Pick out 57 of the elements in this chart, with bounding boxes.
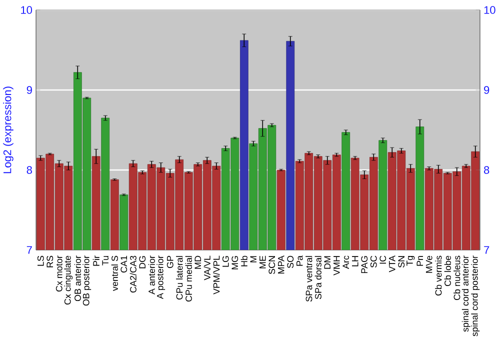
y-tick-label: 7 (26, 246, 32, 254)
x-tick-label: LS (37, 256, 44, 266)
x-tick-label: Pa (296, 255, 303, 266)
x-tick-label: SPa ventral (306, 256, 312, 302)
x-tick-label: CPu lateral (176, 256, 183, 300)
x-tick-label: Hb (240, 256, 248, 266)
x-tick-label: OB anterior (74, 256, 81, 302)
x-tick-label: VPM/VPL (213, 256, 220, 294)
x-tick-label: LH (352, 256, 358, 266)
x-tick-label: Pn (416, 256, 423, 266)
x-tick-label: PAG (361, 256, 368, 274)
x-tick-label: CPu medial (185, 256, 192, 302)
y-tick-label: 9 (26, 86, 32, 94)
x-tick-label: A posterior (156, 256, 166, 299)
x-tick-label: VTA (389, 255, 396, 272)
x-tick-label: Pir (92, 256, 100, 266)
x-tick-label: spinal cord posterior (471, 256, 480, 336)
x-tick-label: SN (398, 256, 405, 268)
x-tick-label: LG (222, 256, 229, 267)
x-tick-label: Cb vermis (435, 256, 442, 296)
x-tick-label: VA/VL (204, 256, 210, 280)
x-tick-label: DM (324, 256, 330, 269)
y2-tick-label: 9 (484, 86, 490, 94)
x-tick-label: Cx motor (56, 256, 62, 292)
x-tick-label: Cb lobe (444, 256, 451, 286)
x-tick-label: DG (139, 256, 146, 268)
y2-tick-label: 10 (484, 6, 496, 14)
x-tick-label: SPa dorsal (314, 256, 322, 300)
x-tick-label: CA2/CA3 (130, 256, 136, 293)
x-tick-label: OB posterior (82, 256, 92, 306)
x-tick-label: A anterior (148, 256, 155, 294)
x-tick-label: ventral S (111, 256, 118, 291)
x-tick-label: M (250, 256, 256, 262)
y2-tick-label: 7 (484, 246, 490, 254)
x-tick-label: CA1 (120, 256, 128, 273)
x-tick-label: MPA (278, 255, 284, 274)
x-tick-label: SC (370, 256, 377, 268)
x-tick-label: Cx cingulate (64, 256, 73, 305)
x-tick-label: SCN (268, 256, 276, 274)
x-tick-label: VMH (334, 256, 340, 276)
x-tick-label: MD (194, 256, 201, 269)
x-tick-label: Tg (406, 256, 415, 266)
x-tick-label: Cb nucleus (454, 256, 460, 300)
x-tick-label: Tu (102, 256, 109, 266)
y-tick-label: 8 (26, 166, 32, 174)
x-tick-label: GP (166, 256, 174, 268)
x-tick-label: RS (46, 256, 54, 268)
x-tick-label: MG (232, 256, 238, 270)
x-tick-label: spinal cord anterior (462, 256, 470, 332)
y2-tick-label: 8 (484, 166, 490, 174)
x-tick-label: SO (287, 256, 294, 268)
y-tick-label: 10 (21, 6, 32, 14)
x-tick-label: MVe (426, 256, 432, 273)
x-tick-label: IC (380, 256, 386, 264)
x-tick-label: ME (260, 256, 266, 268)
x-tick-label: Arc (342, 256, 350, 269)
y-axis-title: Log2 (expression) (3, 86, 14, 174)
